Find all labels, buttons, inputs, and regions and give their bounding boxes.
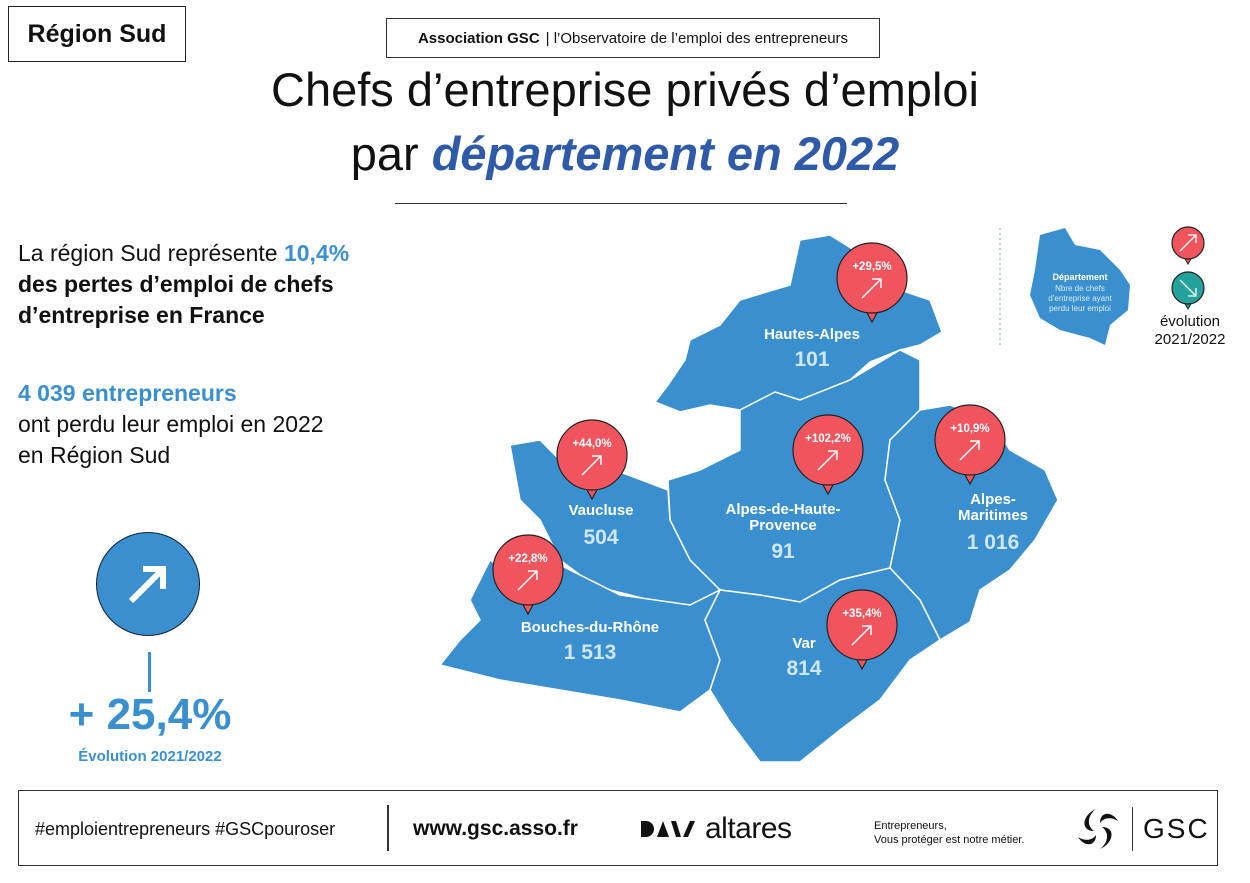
footer-divider <box>387 805 389 851</box>
dept-count: 101 <box>794 348 830 371</box>
dept-name: Var <box>792 635 816 652</box>
tagline: Entrepreneurs, Vous protéger est notre mé… <box>874 819 1024 847</box>
intro-part1: La région Sud représente <box>18 240 284 266</box>
legend-desc: Nbre de chefs d’entreprise ayant perdu l… <box>1048 284 1112 313</box>
org-name: Association GSC <box>417 29 540 47</box>
evolution-percent: +22,8% <box>508 553 547 565</box>
dept-count: 1 016 <box>966 531 1020 554</box>
dept-count: 91 <box>771 540 795 563</box>
arrow-up-icon <box>959 440 980 461</box>
arrow-up-icon <box>517 570 538 591</box>
legend-dept: Département <box>1052 272 1108 282</box>
header-banner: Association GSC | l’Observatoire de l’emp… <box>386 18 880 58</box>
dept-name: Vaucluse <box>568 502 634 519</box>
evolution-value: + 25,4% <box>68 690 232 739</box>
gsc-swirl-icon <box>1078 809 1118 849</box>
dept-name: Alpes-de-Haute-Provence <box>725 501 841 534</box>
evolution-marker: +44,0% <box>556 419 628 501</box>
hashtags: #emploientrepreneurs #GSCpouroser <box>35 818 336 839</box>
arrow-up-icon <box>817 450 838 471</box>
evolution-percent: +102,2% <box>805 433 851 445</box>
evolution-marker: +29,5% <box>836 242 908 324</box>
arrow-up-icon <box>861 278 882 299</box>
total-line2: ont perdu leur emploi en 2022 <box>18 411 324 437</box>
gsc-divider <box>1132 807 1133 851</box>
dept-name: Alpes-Maritimes <box>957 491 1029 524</box>
data-logo-icon <box>641 821 695 837</box>
total-highlight: 4 039 entrepreneurs <box>18 380 237 406</box>
evolution-marker: +35,4% <box>826 589 898 671</box>
arrow-up-icon <box>581 455 602 476</box>
title-emphasis: département en 2022 <box>431 127 900 180</box>
intro-highlight: 10,4% <box>283 240 350 266</box>
intro-part2: des pertes d’emploi de chefs d’entrepris… <box>18 271 334 328</box>
header-subtitle: | l’Observatoire de l’emploi des entrepr… <box>545 29 849 47</box>
evolution-label: Évolution 2021/2022 <box>78 748 222 765</box>
dept-count: 814 <box>786 657 822 680</box>
title-prefix: par <box>350 127 432 180</box>
title-line1: Chefs d’entreprise privés d’emploi <box>271 63 979 116</box>
divider <box>395 203 847 204</box>
dept-name: Bouches-du-Rhône <box>520 619 660 636</box>
gsc-text: GSC <box>1143 813 1210 844</box>
evolution-marker: +22,8% <box>492 534 564 616</box>
evolution-percent: +35,4% <box>842 608 881 620</box>
title-line2: par département en 2022 <box>0 126 1250 181</box>
dept-count: 1 513 <box>563 641 617 664</box>
dept-count: 504 <box>583 526 619 549</box>
altares-logo: altares <box>639 791 792 867</box>
intro-text: La région Sud représente 10,4% des pertes… <box>18 238 418 331</box>
total-text: 4 039 entrepreneurs ont perdu leur emploi… <box>18 378 418 471</box>
connector-line <box>148 652 151 692</box>
evolution-percent: +44,0% <box>572 438 611 450</box>
website-link[interactable]: www.gsc.asso.fr <box>413 817 578 840</box>
tagline2: Vous protéger est notre métier. <box>874 834 1025 846</box>
total-line3: en Région Sud <box>18 442 171 468</box>
footer: #emploientrepreneurs #GSCpouroser www.gs… <box>18 790 1218 866</box>
legend-up-icon <box>1171 226 1205 266</box>
evolution-marker: +10,9% <box>934 404 1006 486</box>
legend-evolution: évolution 2021/2022 <box>1154 313 1226 348</box>
gsc-logo: GSC <box>1074 791 1210 867</box>
evolution-percent: +29,5% <box>852 261 891 273</box>
arrow-up-icon <box>96 532 200 636</box>
legend-map-shape <box>1030 228 1130 345</box>
altares-text: altares <box>705 812 792 845</box>
evolution-percent: +10,9% <box>950 423 989 435</box>
dept-name: Hautes-Alpes <box>764 326 860 343</box>
tagline1: Entrepreneurs, <box>874 820 947 832</box>
legend-down-icon <box>1171 271 1205 311</box>
region-label: Région Sud <box>8 6 186 62</box>
evolution-marker: +102,2% <box>792 414 864 496</box>
arrow-up-icon <box>851 625 872 646</box>
